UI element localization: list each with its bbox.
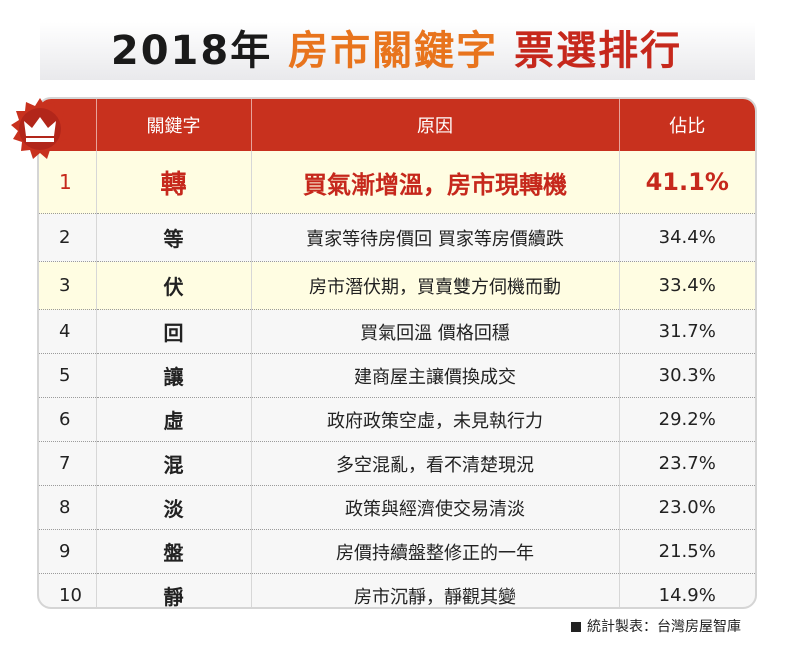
row-share: 23.7% (619, 441, 755, 486)
table-row: 8 淡 政策與經濟使交易清淡 23.0% (39, 485, 755, 530)
ranking-table-container: 關鍵字 原因 佔比 1 轉 買氣漸增溫，房市現轉機 41.1% 2 等 賣家等待… (37, 97, 757, 609)
row-reason: 買氣漸增溫，房市現轉機 (251, 151, 620, 214)
row-share: 29.2% (619, 397, 755, 442)
row-rank: 8 (39, 485, 97, 530)
title-year: 2018年 (110, 28, 273, 74)
title-band (40, 22, 755, 80)
row-rank: 4 (39, 309, 97, 354)
crown-badge-icon (11, 98, 69, 159)
table-row: 7 混 多空混亂，看不清楚現況 23.7% (39, 441, 755, 486)
row-keyword: 虛 (96, 397, 252, 442)
row-reason: 買氣回溫 價格回穩 (251, 309, 620, 354)
table-row: 6 虛 政府政策空虛，未見執行力 29.2% (39, 397, 755, 442)
row-reason: 政策與經濟使交易清淡 (251, 485, 620, 530)
row-rank: 5 (39, 353, 97, 398)
row-reason: 房市沉靜，靜觀其變 (251, 573, 620, 607)
source-note: 統計製表：台灣房屋智庫 (571, 616, 741, 636)
ranking-table: 關鍵字 原因 佔比 1 轉 買氣漸增溫，房市現轉機 41.1% 2 等 賣家等待… (39, 99, 755, 607)
row-keyword: 轉 (96, 151, 252, 214)
table-header-row: 關鍵字 原因 佔比 (39, 99, 755, 151)
table-row: 1 轉 買氣漸增溫，房市現轉機 41.1% (39, 151, 755, 214)
row-rank: 9 (39, 529, 97, 574)
title-keyword: 房市關鍵字 (288, 28, 499, 74)
row-keyword: 回 (96, 309, 252, 354)
row-rank: 6 (39, 397, 97, 442)
page-title: 2018年 房市關鍵字 票選排行 (0, 26, 793, 76)
table-row: 2 等 賣家等待房價回 買家等房價續跌 34.4% (39, 213, 755, 262)
row-share: 41.1% (619, 151, 755, 214)
table-row: 5 讓 建商屋主讓價換成交 30.3% (39, 353, 755, 398)
row-reason: 政府政策空虛，未見執行力 (251, 397, 620, 442)
row-reason: 賣家等待房價回 買家等房價續跌 (251, 213, 620, 262)
row-share: 30.3% (619, 353, 755, 398)
row-share: 33.4% (619, 261, 755, 310)
header-keyword: 關鍵字 (96, 99, 252, 151)
table-row: 4 回 買氣回溫 價格回穩 31.7% (39, 309, 755, 354)
row-reason: 房價持續盤整修正的一年 (251, 529, 620, 574)
header-reason: 原因 (251, 99, 620, 151)
header-share: 佔比 (619, 99, 755, 151)
row-keyword: 等 (96, 213, 252, 262)
row-rank: 10 (39, 573, 97, 607)
square-bullet-icon (571, 622, 581, 632)
table-row: 10 靜 房市沉靜，靜觀其變 14.9% (39, 573, 755, 607)
row-share: 34.4% (619, 213, 755, 262)
row-reason: 房市潛伏期，買賣雙方伺機而動 (251, 261, 620, 310)
table-row: 9 盤 房價持續盤整修正的一年 21.5% (39, 529, 755, 574)
title-rank: 票選排行 (514, 28, 683, 74)
source-text: 統計製表：台灣房屋智庫 (587, 619, 741, 635)
row-reason: 多空混亂，看不清楚現況 (251, 441, 620, 486)
row-share: 23.0% (619, 485, 755, 530)
row-rank: 1 (39, 151, 97, 214)
table-row: 3 伏 房市潛伏期，買賣雙方伺機而動 33.4% (39, 261, 755, 310)
row-share: 14.9% (658, 585, 716, 606)
row-rank: 7 (39, 441, 97, 486)
row-keyword: 讓 (96, 353, 252, 398)
row-share: 21.5% (619, 529, 755, 574)
row-keyword: 靜 (96, 573, 252, 607)
row-rank: 3 (39, 261, 97, 310)
row-reason: 建商屋主讓價換成交 (251, 353, 620, 398)
row-share: 31.7% (619, 309, 755, 354)
row-keyword: 盤 (96, 529, 252, 574)
row-keyword: 混 (96, 441, 252, 486)
row-keyword: 淡 (96, 485, 252, 530)
row-rank: 2 (39, 213, 97, 262)
row-keyword: 伏 (96, 261, 252, 310)
